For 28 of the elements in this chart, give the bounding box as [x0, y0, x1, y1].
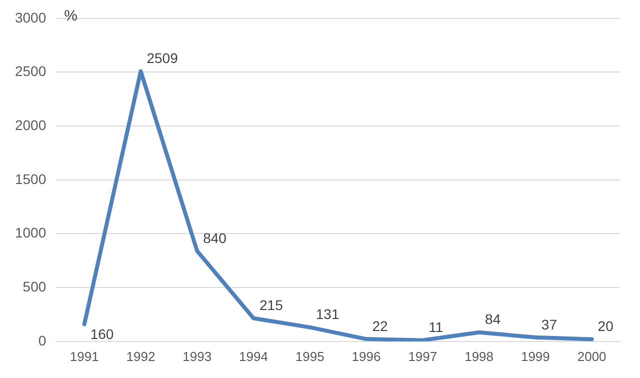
- y-tick-label: 3000: [14, 9, 46, 26]
- x-tick-label: 1997: [408, 348, 438, 364]
- data-label: 840: [203, 230, 227, 246]
- y-tick-label: 1500: [14, 170, 46, 187]
- data-label: 160: [90, 326, 114, 342]
- x-tick-label: 2000: [577, 348, 606, 364]
- x-tick-label: 1996: [352, 348, 381, 364]
- y-tick-label: 2500: [14, 63, 46, 80]
- x-tick-label: 1994: [239, 348, 268, 364]
- data-label: 37: [541, 316, 558, 332]
- data-label: 84: [485, 311, 501, 328]
- data-label: 215: [259, 297, 284, 314]
- data-label: 131: [316, 306, 340, 322]
- x-tick-label: 1999: [520, 348, 550, 364]
- x-tick-label: 1995: [295, 348, 324, 364]
- x-tick-label: 1993: [182, 348, 212, 364]
- data-label: 2509: [146, 50, 178, 66]
- x-tick-label: 1992: [126, 348, 156, 364]
- y-axis-title: %: [64, 8, 78, 25]
- data-label: 22: [372, 318, 388, 334]
- y-tick-label: 1000: [14, 224, 46, 241]
- x-tick-label: 1998: [464, 348, 494, 364]
- y-tick-label: 0: [38, 332, 46, 348]
- y-tick-label: 500: [22, 278, 46, 294]
- data-label: 11: [428, 319, 444, 336]
- x-tick-label: 1991: [70, 348, 99, 364]
- y-tick-label: 2000: [14, 116, 46, 133]
- data-label: 20: [598, 318, 614, 334]
